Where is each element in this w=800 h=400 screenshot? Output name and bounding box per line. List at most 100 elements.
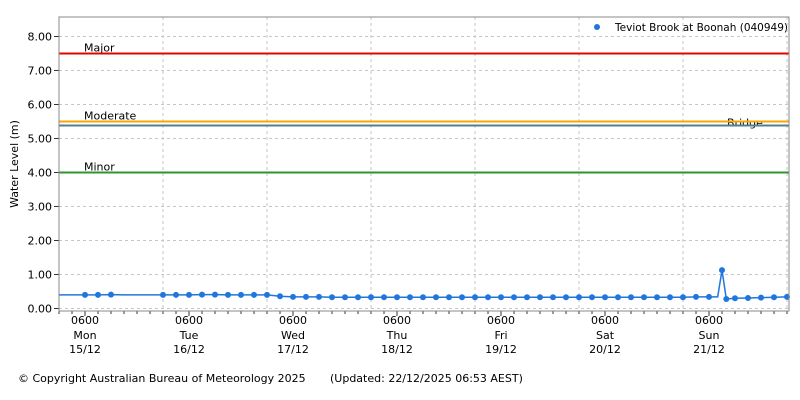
- y-tick-label: 8.00: [28, 31, 53, 44]
- data-point: [394, 294, 400, 301]
- data-point: [238, 291, 244, 298]
- x-tick-day: Sat: [596, 329, 615, 342]
- data-point: [225, 291, 231, 298]
- data-point: [173, 291, 179, 298]
- data-point: [615, 294, 621, 301]
- data-point: [758, 294, 764, 301]
- data-point: [251, 291, 257, 298]
- data-point: [563, 294, 569, 301]
- x-tick-day: Tue: [179, 329, 199, 342]
- data-point: [511, 294, 517, 301]
- x-tick-day: Thu: [386, 329, 408, 342]
- data-point: [82, 291, 88, 298]
- data-point: [654, 294, 660, 301]
- data-point: [212, 291, 218, 298]
- data-point: [628, 294, 634, 301]
- data-point: [576, 294, 582, 301]
- data-point: [95, 291, 101, 298]
- x-tick-day: Mon: [73, 329, 96, 342]
- data-point: [732, 295, 738, 302]
- data-point: [537, 294, 543, 301]
- data-point: [459, 294, 465, 301]
- data-point: [420, 294, 426, 301]
- data-point: [199, 291, 205, 298]
- data-point: [745, 295, 751, 301]
- legend: Teviot Brook at Boonah (040949): [594, 22, 788, 34]
- data-point: [472, 294, 478, 301]
- data-point: [723, 296, 730, 302]
- data-point: [498, 294, 504, 301]
- y-axis-title: Water Level (m): [8, 120, 21, 208]
- data-point: [667, 294, 673, 301]
- y-tick-label: 4.00: [28, 167, 53, 180]
- data-point: [290, 293, 296, 300]
- series-markers: [82, 267, 790, 302]
- data-point: [719, 267, 725, 274]
- y-tick-label: 5.00: [28, 133, 53, 146]
- x-tick-day: Wed: [281, 329, 305, 342]
- threshold-label-bridge: Bridge: [727, 117, 763, 130]
- y-tick-label: 1.00: [28, 269, 53, 282]
- x-tick-date: 19/12: [485, 343, 517, 356]
- y-tick-label: 2.00: [28, 235, 53, 248]
- data-point: [381, 294, 387, 301]
- x-tick-date: 18/12: [381, 343, 413, 356]
- x-tick-time: 0600: [383, 314, 411, 327]
- x-tick-date: 21/12: [693, 343, 725, 356]
- threshold-label-moderate: Moderate: [84, 110, 137, 123]
- y-tick-label: 0.00: [28, 303, 53, 316]
- data-point: [524, 294, 530, 301]
- y-tick-label: 7.00: [28, 65, 53, 78]
- data-point: [446, 294, 452, 301]
- data-point: [368, 294, 374, 301]
- data-point: [329, 294, 335, 301]
- data-point: [342, 294, 348, 301]
- data-point: [160, 291, 166, 298]
- data-point: [602, 294, 608, 301]
- x-tick-time: 0600: [71, 314, 99, 327]
- data-point: [277, 293, 283, 300]
- data-point: [316, 293, 322, 300]
- y-tick-label: 3.00: [28, 201, 53, 214]
- y-tick-labels: 0.00 1.00 2.00 3.00 4.00 5.00 6.00 7.00 8.00: [28, 31, 53, 316]
- x-tick-date: 17/12: [277, 343, 309, 356]
- threshold-labels: Major Moderate Bridge Minor: [84, 42, 763, 174]
- x-tick-time: 0600: [279, 314, 307, 327]
- threshold-label-minor: Minor: [84, 161, 115, 174]
- data-point: [641, 294, 647, 301]
- data-point: [303, 293, 309, 300]
- threshold-lines: [59, 52, 789, 174]
- data-point: [589, 294, 595, 301]
- gridlines: [59, 17, 789, 311]
- data-point: [108, 291, 114, 298]
- data-point: [433, 294, 439, 301]
- data-point: [407, 294, 413, 301]
- data-point: [355, 294, 361, 301]
- threshold-label-major: Major: [84, 42, 115, 55]
- data-point: [550, 294, 556, 301]
- data-point: [186, 291, 192, 298]
- x-tick-day: Fri: [494, 329, 507, 342]
- data-point: [693, 293, 699, 300]
- copyright-text: © Copyright Australian Bureau of Meteoro…: [18, 372, 306, 385]
- data-point: [264, 291, 270, 298]
- data-point: [706, 293, 712, 300]
- legend-label: Teviot Brook at Boonah (040949): [614, 22, 788, 34]
- data-point: [485, 294, 491, 301]
- legend-marker-icon: [594, 24, 600, 30]
- x-tick-time: 0600: [591, 314, 619, 327]
- plot-border: [58, 16, 790, 312]
- data-point: [680, 294, 686, 301]
- x-tick-time: 0600: [487, 314, 515, 327]
- x-tick-date: 15/12: [69, 343, 101, 356]
- x-tick-time: 0600: [175, 314, 203, 327]
- x-tick-time: 0600: [695, 314, 723, 327]
- x-tick-date: 20/12: [589, 343, 621, 356]
- x-tick-day: Sun: [699, 329, 720, 342]
- updated-timestamp: (Updated: 22/12/2025 06:53 AEST): [330, 372, 523, 385]
- x-tick-date: 16/12: [173, 343, 205, 356]
- y-tick-label: 6.00: [28, 99, 53, 112]
